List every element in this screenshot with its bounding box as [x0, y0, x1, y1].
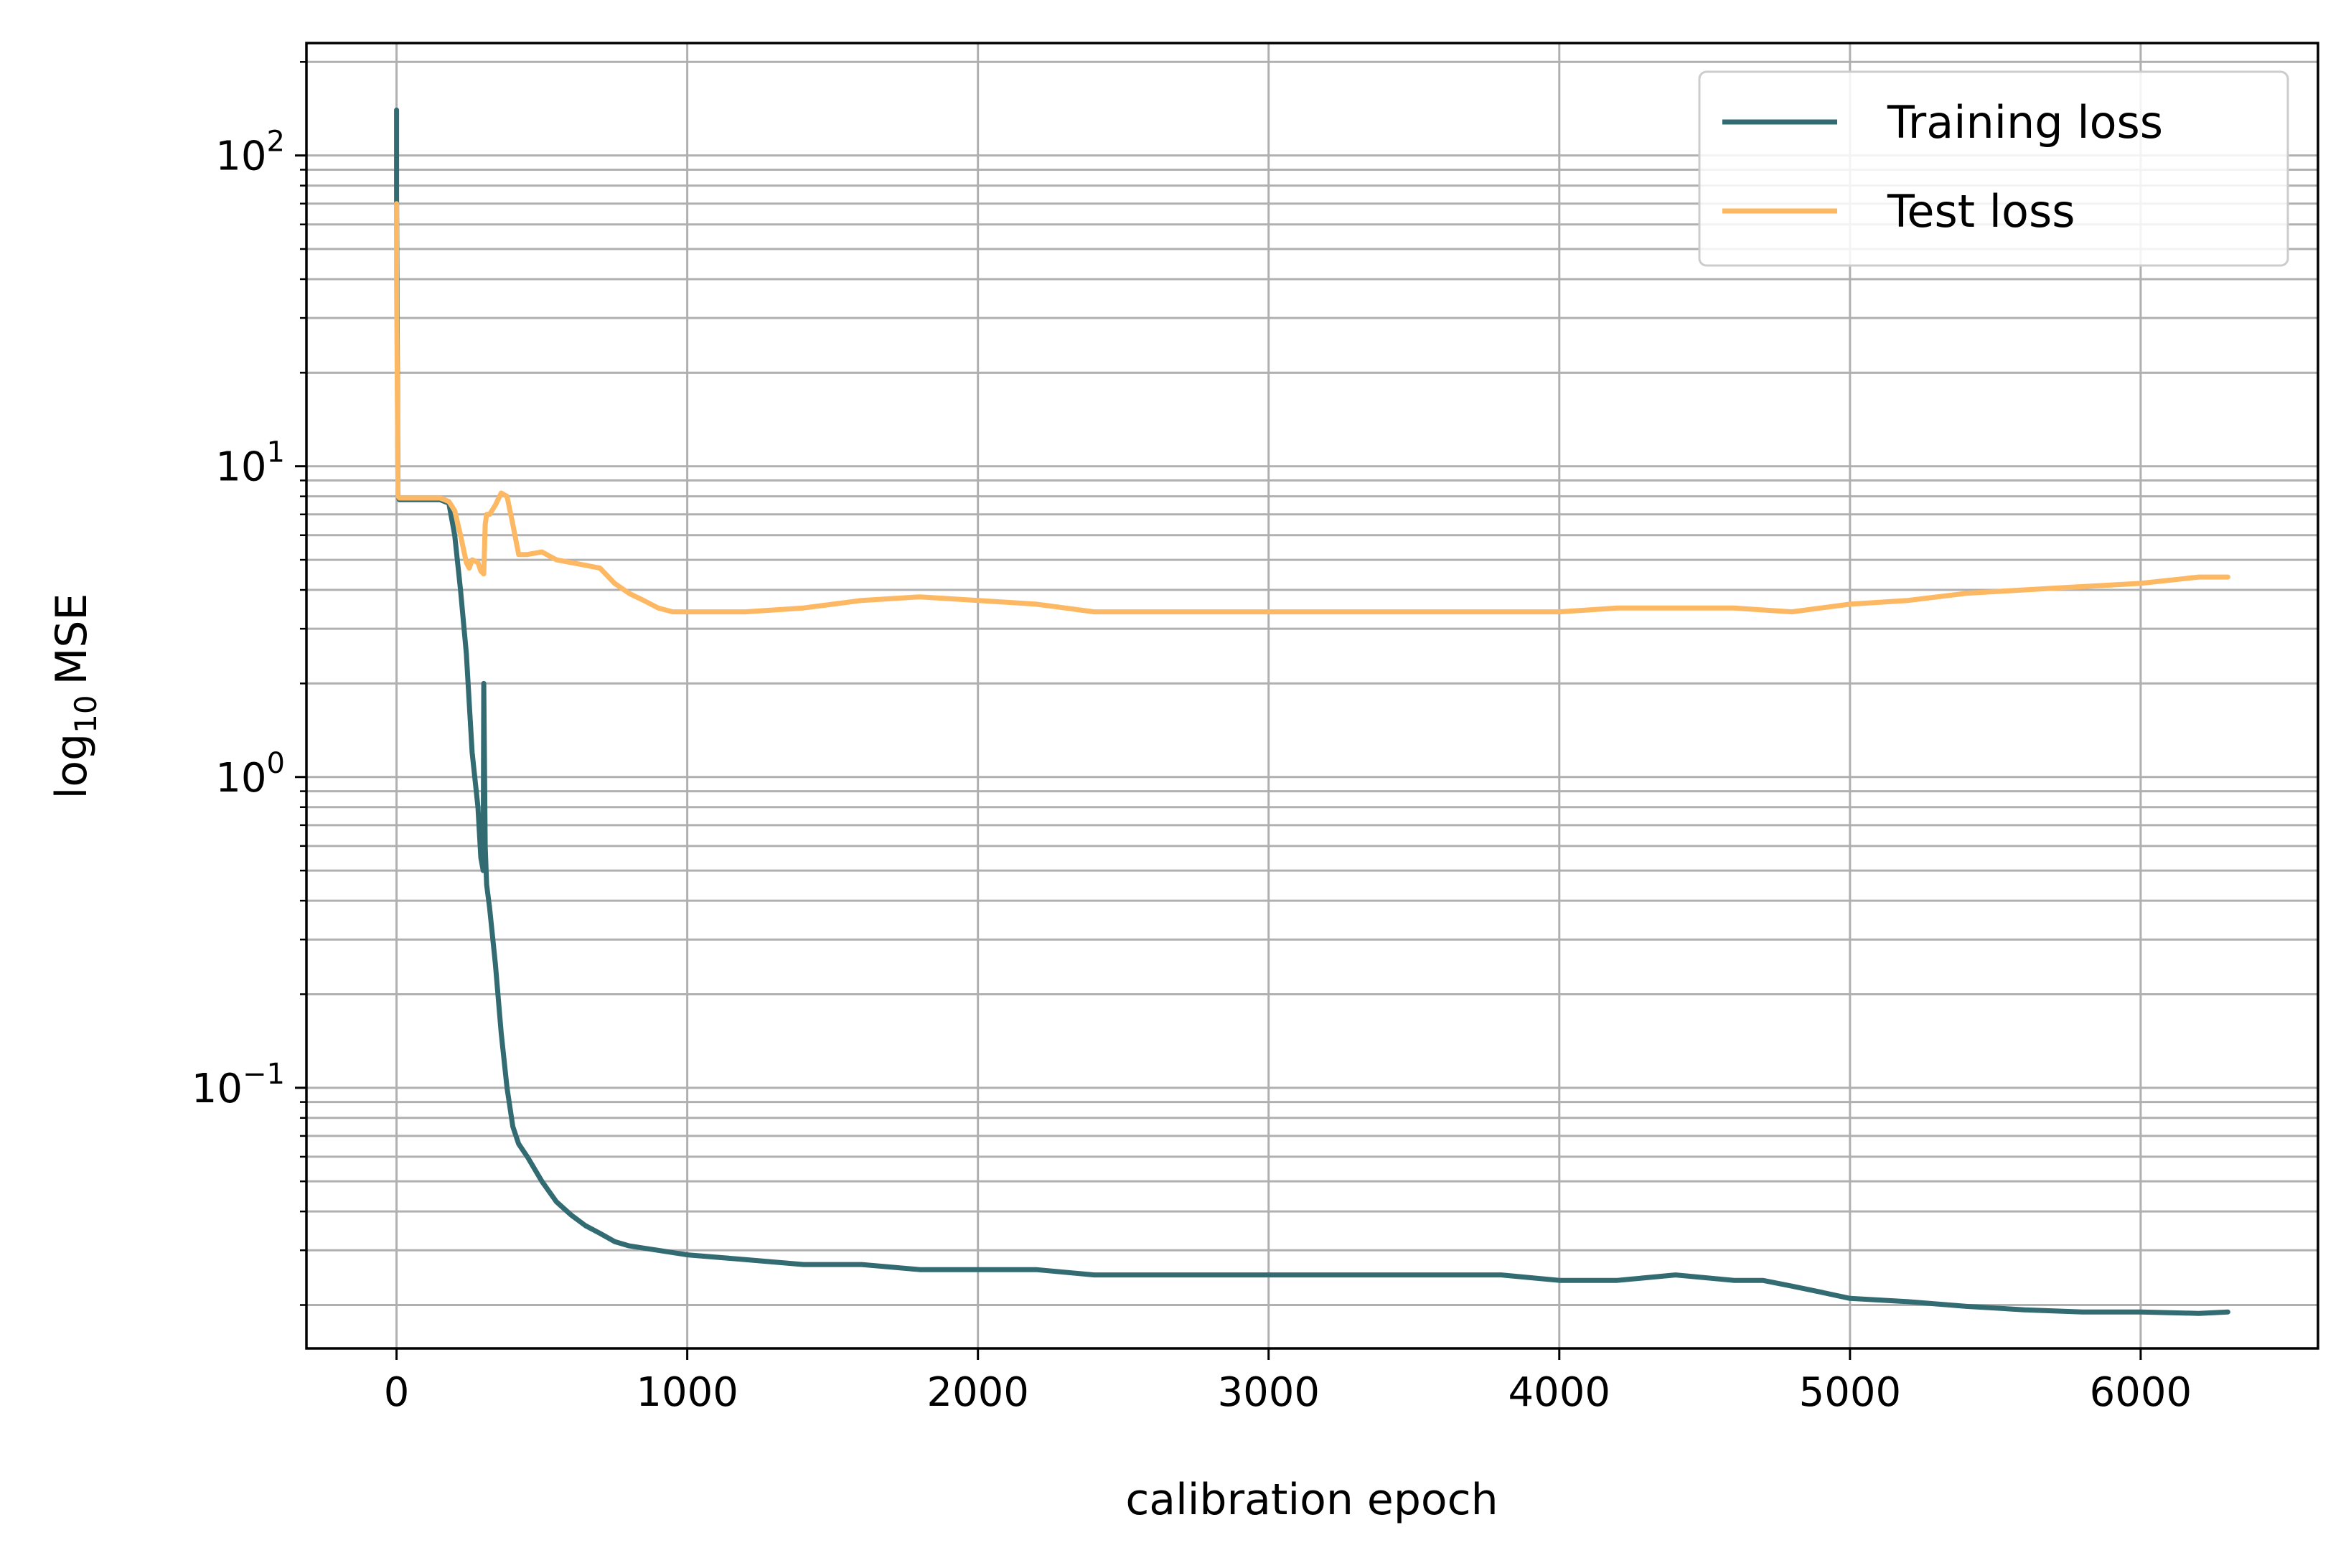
x-tick-label: 5000	[1799, 1369, 1902, 1416]
series-line-test-loss	[394, 201, 2230, 615]
y-axis-label-prefix: log	[47, 733, 97, 799]
y-tick-label: 102	[215, 126, 285, 180]
legend-label-test-loss: Test loss	[1887, 185, 2075, 238]
minor-gridlines	[306, 60, 2318, 1307]
series-line-training-loss	[394, 107, 2230, 1316]
plot-series	[394, 107, 2230, 1316]
x-axis-ticks: 0 1000 2000 3000 4000 5000 6000	[384, 1348, 2192, 1416]
y-axis-ticks: 10−1 100 101 102	[192, 61, 306, 1306]
x-axis-label: calibration epoch	[1125, 1475, 1498, 1525]
legend-label-training-loss: Training loss	[1887, 96, 2163, 149]
y-axis-label: log10 MSE	[47, 593, 103, 799]
y-tick-label: 100	[215, 747, 285, 802]
legend-box	[1698, 70, 2289, 267]
x-tick-label: 4000	[1508, 1369, 1611, 1416]
legend: Training loss Test loss	[1698, 70, 2289, 267]
x-tick-label: 0	[384, 1369, 410, 1416]
x-tick-label: 3000	[1217, 1369, 1320, 1416]
plot-frame	[305, 42, 2319, 1350]
x-tick-label: 2000	[926, 1369, 1029, 1416]
x-tick-label: 1000	[636, 1369, 738, 1416]
y-tick-label: 10−1	[192, 1058, 285, 1112]
y-axis-label-text: MSE	[47, 593, 97, 685]
y-axis-label-subscript: 10	[68, 695, 103, 733]
x-tick-label: 6000	[2090, 1369, 2192, 1416]
y-tick-label: 101	[215, 436, 285, 491]
